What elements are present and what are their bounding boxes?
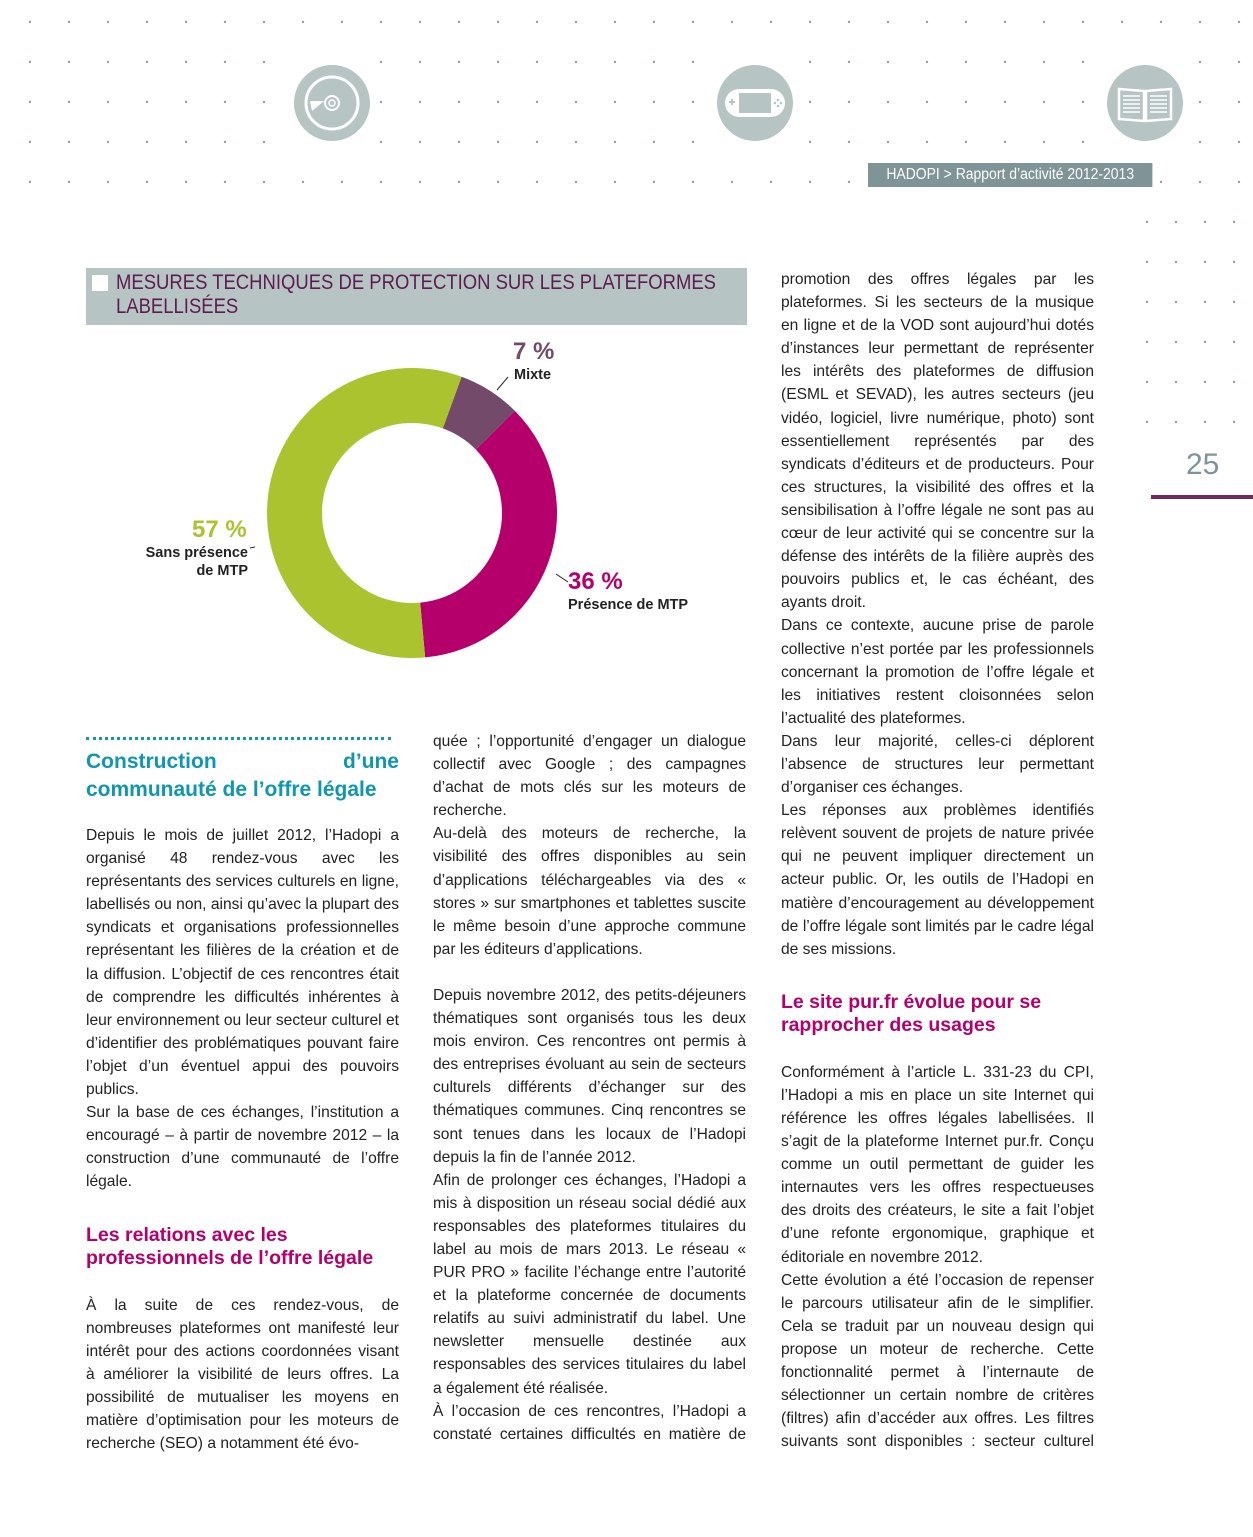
title-square-marker [92, 275, 108, 291]
left-column: Construction d’une communauté de l’offre… [86, 737, 399, 1455]
slice-label-mixte: Mixte [514, 367, 552, 383]
subheading: Les relations avec les professionnels de… [86, 1223, 374, 1269]
right-column: promotion des offres légales par les pla… [781, 268, 1094, 1453]
chart-title: MESURES TECHNIQUES DE PROTECTION SUR LES… [116, 271, 717, 318]
slice-label-sans: Sans présence de MTP [145, 545, 248, 579]
slice-pct-mixte: 7 % [513, 338, 555, 365]
page-number: 25 [1186, 448, 1220, 481]
paragraph: promotion des offres légales par les pla… [781, 271, 1094, 612]
running-head: HADOPI > Rapport d’activité 2012-2013 [868, 163, 1153, 187]
slice-pct-sans: 57 % [192, 516, 247, 543]
dotted-divider [86, 737, 391, 740]
donut-slice-2 [267, 368, 462, 658]
chart-title-banner: MESURES TECHNIQUES DE PROTECTION SUR LES… [86, 268, 747, 325]
paragraph: Dans leur majorité, celles-ci déplorent … [781, 732, 1094, 797]
leader-line-0 [496, 376, 509, 391]
paragraph: Depuis novembre 2012, des petits-déjeune… [433, 986, 746, 1166]
book-icon [1107, 65, 1183, 141]
donut-slice-0 [442, 376, 515, 450]
paragraph: Au-delà des moteurs de recherche, la vis… [433, 825, 746, 958]
disc-icon [294, 65, 370, 141]
paragraph: À la suite de ces rendez-vous, de nombre… [86, 1296, 399, 1453]
leader-line-1 [555, 573, 569, 583]
middle-column: quée ; l’opportunité d’engager un dialog… [433, 730, 746, 1446]
paragraph: À l’occasion de ces rencontres, l’Hadopi… [433, 1402, 746, 1443]
slice-pct-presence: 36 % [568, 568, 623, 595]
dot-grid-decoration [28, 20, 1241, 424]
section-heading: Construction d’une communauté de l’offre… [86, 750, 399, 801]
paragraph: Sur la base de ces échanges, l’instituti… [86, 1104, 399, 1191]
donut-slice-1 [420, 410, 557, 658]
paragraph: Cette évolution a été l’occasion de repe… [781, 1271, 1094, 1451]
paragraph: Conformément à l’article L. 331-23 du CP… [781, 1063, 1094, 1266]
paragraph: Afin de prolonger ces échanges, l’Hadopi… [433, 1171, 746, 1397]
donut-chart [250, 368, 569, 658]
subheading: Le site pur.fr évolue pour se rapprocher… [781, 990, 1042, 1036]
paragraph: Dans ce contexte, aucune prise de parole… [781, 617, 1094, 727]
page-number-rule [1151, 495, 1253, 499]
paragraph: quée ; l’opportunité d’engager un dialog… [433, 733, 746, 820]
slice-label-presence: Présence de MTP [568, 597, 689, 613]
leader-line-2 [250, 546, 256, 549]
game-console-icon [717, 65, 793, 141]
paragraph: Les réponses aux problèmes identifiés re… [781, 802, 1094, 958]
paragraph: Depuis le mois de juillet 2012, l’Hadopi… [86, 827, 399, 1099]
